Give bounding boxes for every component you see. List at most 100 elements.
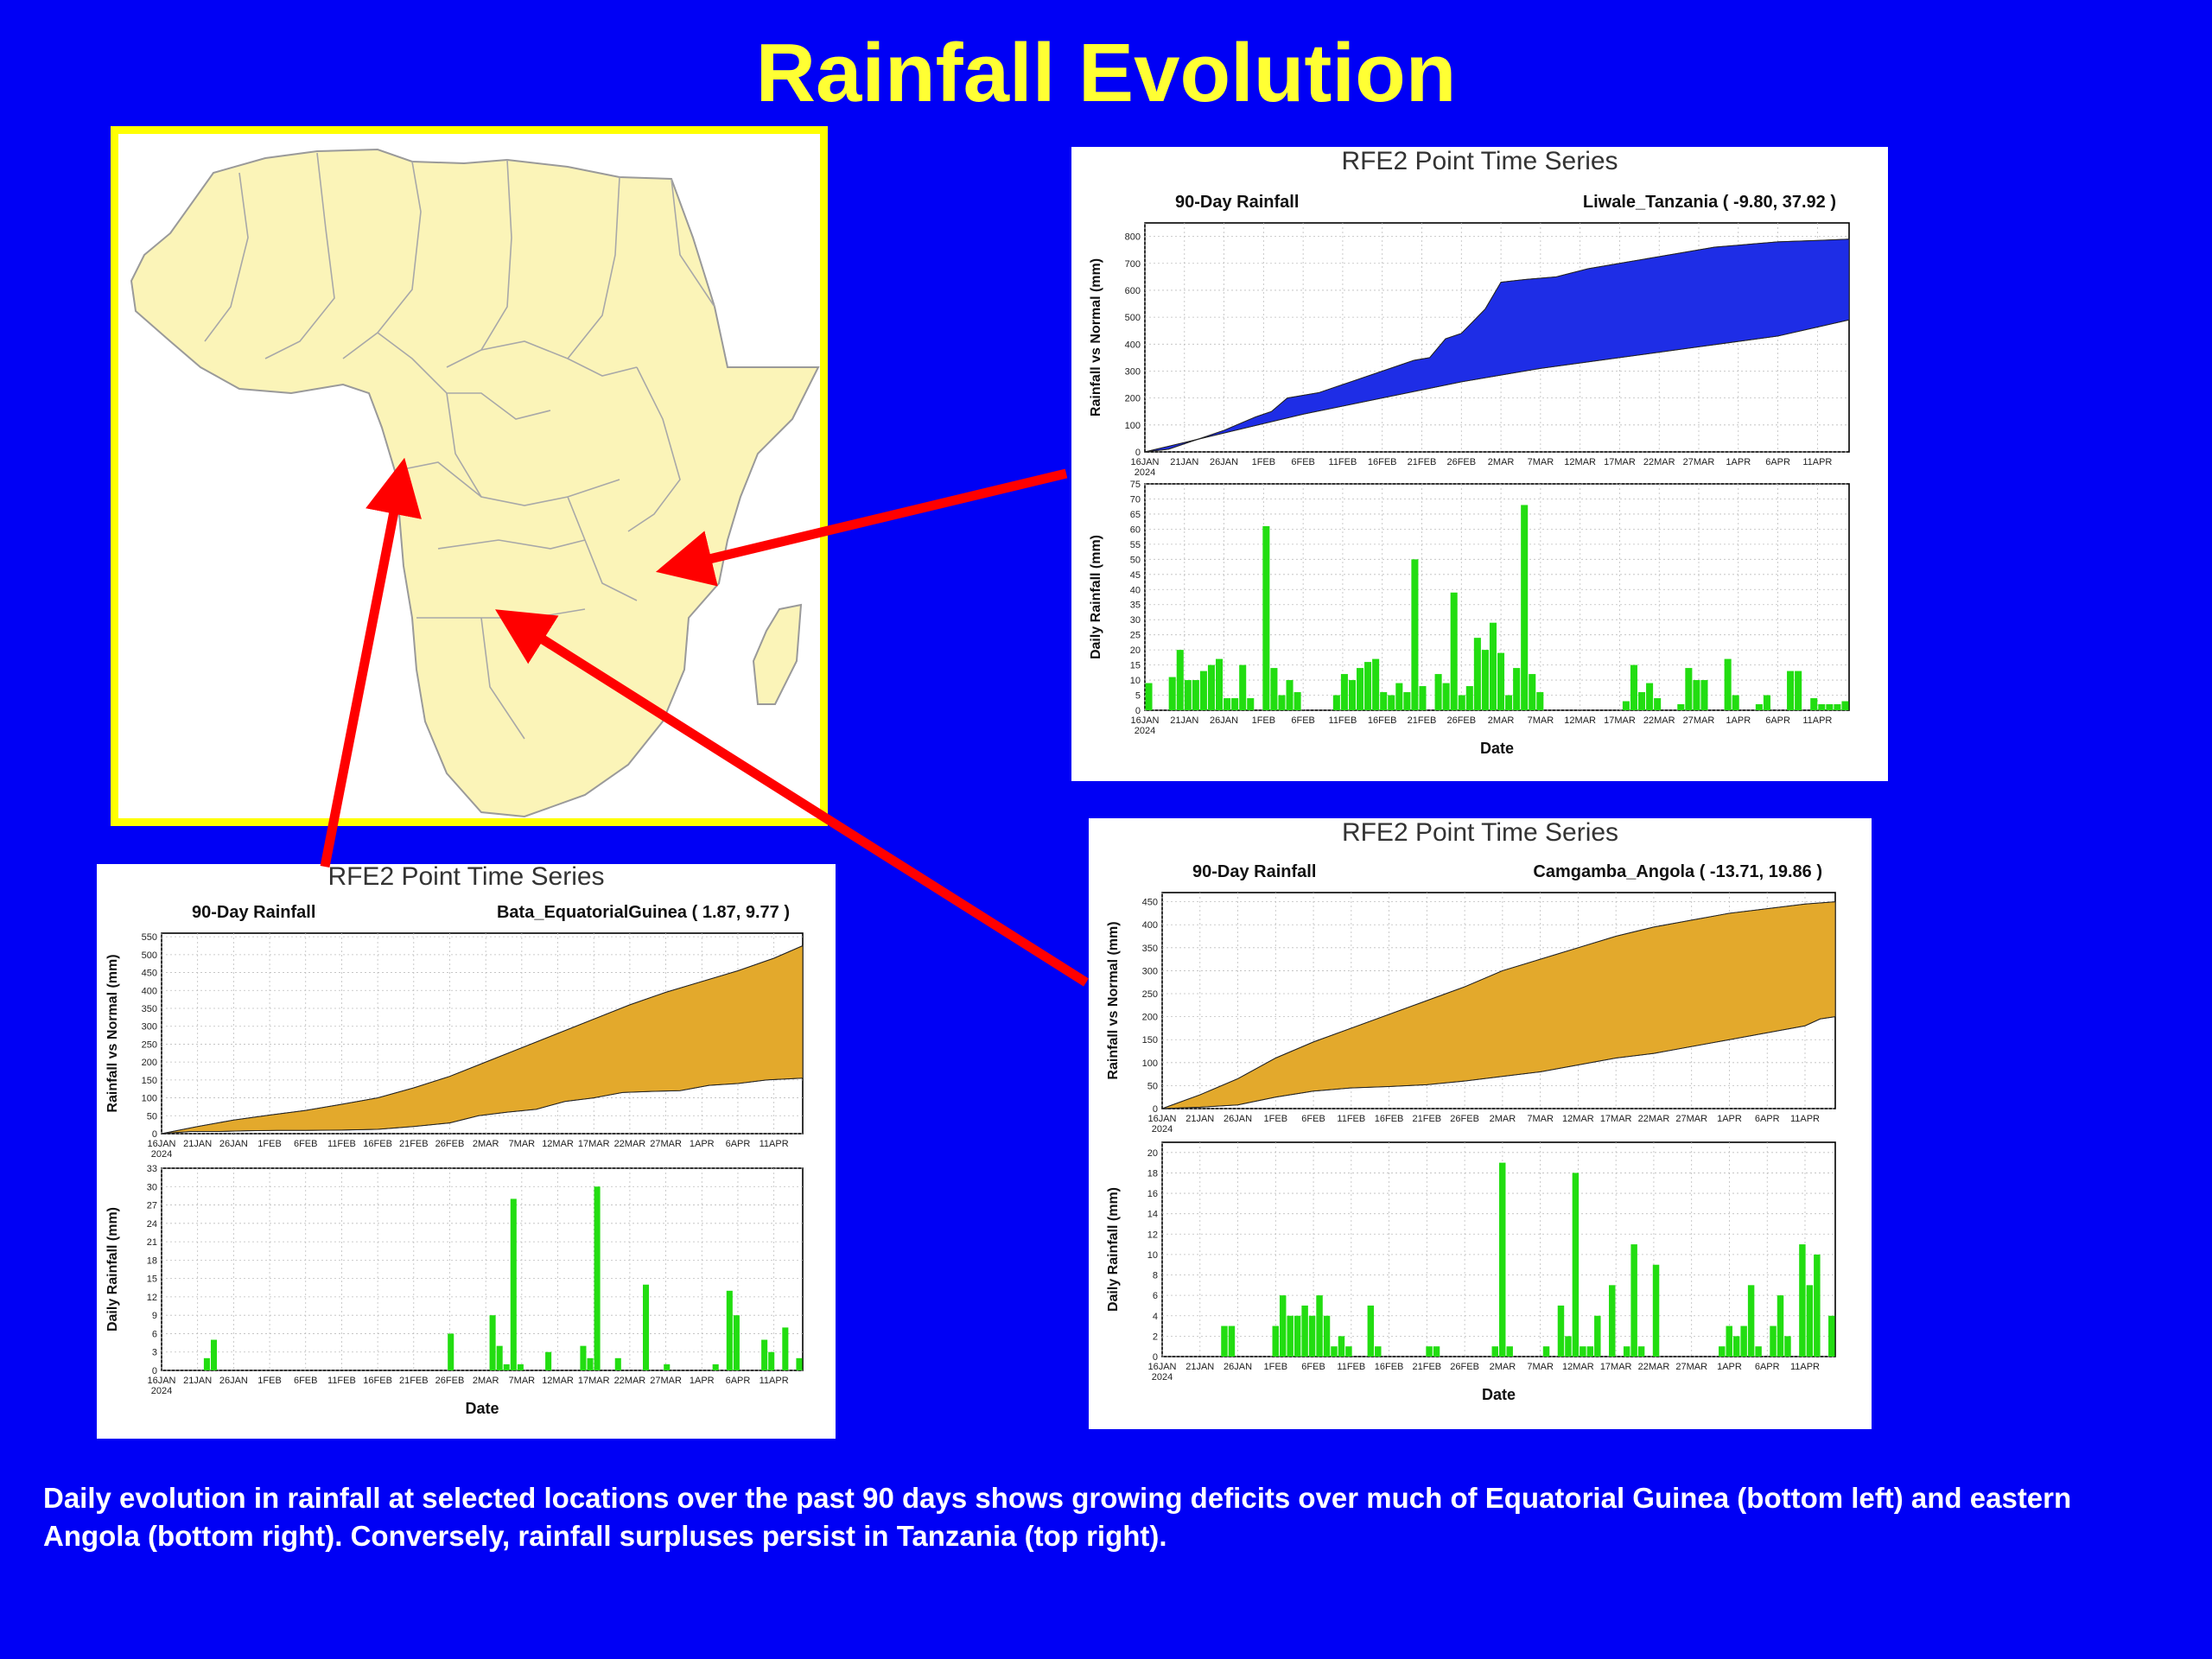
daily-bar (448, 1333, 454, 1370)
y-tick-label: 0 (1153, 1352, 1158, 1363)
x-tick-label: 21JAN (1185, 1114, 1214, 1124)
y-tick-label: 100 (142, 1094, 157, 1104)
daily-bar (1799, 1244, 1806, 1357)
daily-bar (1364, 662, 1372, 710)
x-tick-label: 27MAR (650, 1376, 682, 1386)
daily-bar (1270, 668, 1278, 710)
x-tick-label: 1FEB (1264, 1362, 1288, 1372)
y-tick-label: 450 (142, 969, 157, 979)
x-tick-label: 2MAR (1490, 1362, 1516, 1372)
y-tick-label: 50 (1147, 1081, 1158, 1091)
y-tick-label: 300 (1125, 366, 1141, 377)
x-tick-label: 11FEB (327, 1139, 356, 1149)
x-tick-label: 26FEB (435, 1376, 465, 1386)
daily-bar (1499, 1162, 1506, 1357)
daily-bar (761, 1339, 768, 1370)
y-tick-label: 100 (1125, 421, 1141, 431)
daily-bar (1367, 1305, 1375, 1357)
daily-bar (210, 1339, 218, 1370)
daily-bar (1594, 1315, 1601, 1357)
x-tick-label: 6APR (726, 1139, 751, 1149)
daily-bar (1380, 692, 1388, 710)
daily-bar (796, 1357, 803, 1370)
daily-bar (1239, 664, 1247, 710)
x-tick-label: 6APR (1755, 1362, 1780, 1372)
x-tick-label: 7MAR (1527, 1362, 1554, 1372)
daily-bar (1301, 1305, 1308, 1357)
x-tick-label: 27MAR (1675, 1362, 1707, 1372)
x-tick-label: 2024 (1135, 726, 1155, 736)
daily-bar (1693, 680, 1700, 710)
daily-bar (203, 1357, 210, 1370)
x-tick-label: 11FEB (1337, 1362, 1365, 1372)
x-tick-label: 21FEB (1408, 715, 1437, 726)
daily-bar (1345, 1346, 1352, 1357)
daily-bar (1395, 683, 1403, 710)
y-tick-label: 350 (142, 1004, 157, 1014)
actual-line (1161, 1016, 1836, 1109)
daily-bar (1747, 1285, 1755, 1357)
africa-landmass (130, 148, 820, 818)
daily-bar (1497, 652, 1505, 710)
daily-bar (1787, 671, 1795, 710)
x-tick-label: 2024 (151, 1386, 172, 1396)
x-tick-label: 21JAN (1185, 1362, 1214, 1372)
y-tick-label: 400 (1142, 920, 1158, 931)
x-tick-label: 11FEB (327, 1376, 356, 1386)
x-tick-label: 6FEB (1291, 715, 1315, 726)
y-tick-label: 100 (1142, 1058, 1158, 1069)
chart-panel-equatorial-guinea: RFE2 Point Time Series 90-Day Rainfall Bat… (97, 864, 836, 1439)
y-tick-label: 40 (1130, 585, 1141, 595)
daily-bar (664, 1363, 671, 1370)
x-tick-label: 12MAR (542, 1376, 574, 1386)
y-tick-label: 250 (142, 1039, 157, 1050)
y-tick-label: 500 (142, 950, 157, 961)
madagascar (752, 603, 803, 705)
y-tick-label: 6 (152, 1329, 157, 1339)
x-tick-label: 21JAN (1170, 457, 1198, 467)
daily-bar (1586, 1346, 1594, 1357)
x-tick-label: 7MAR (1528, 457, 1554, 467)
daily-bar (1755, 704, 1763, 710)
daily-bar (1388, 695, 1395, 710)
x-tick-label: 16JAN (1147, 1362, 1176, 1372)
daily-bar (1433, 1346, 1440, 1357)
y-tick-label: 16 (1147, 1189, 1158, 1199)
y-tick-label: 15 (1130, 661, 1141, 671)
x-tick-label: 16JAN (1147, 1114, 1176, 1124)
daily-bar (1542, 1346, 1550, 1357)
daily-bar (594, 1186, 601, 1370)
daily-bar (1828, 1315, 1835, 1357)
daily-bar (1646, 683, 1654, 710)
x-tick-label: 6APR (1765, 457, 1790, 467)
y-tick-label: 300 (142, 1022, 157, 1033)
daily-bar (1262, 525, 1270, 710)
x-tick-label: 12MAR (1562, 1362, 1594, 1372)
x-tick-label: 11APR (1790, 1362, 1820, 1372)
daily-bar (1572, 1173, 1580, 1357)
daily-bar (1145, 683, 1153, 710)
daily-bar (768, 1351, 775, 1370)
daily-bar (1637, 1346, 1645, 1357)
daily-bar (489, 1315, 496, 1370)
y-tick-label: 60 (1130, 524, 1141, 535)
x-tick-label: 21FEB (399, 1376, 429, 1386)
daily-bar (1700, 680, 1708, 710)
daily-bar (1726, 1325, 1732, 1357)
daily-bar (614, 1357, 621, 1370)
normal-line (1144, 319, 1850, 453)
x-tick-label: 6APR (726, 1376, 751, 1386)
daily-bar (1609, 1285, 1616, 1357)
x-tick-label: 2024 (1152, 1124, 1173, 1135)
x-tick-label: 21FEB (399, 1139, 429, 1149)
chart-panel-tanzania: RFE2 Point Time Series 90-Day Rainfall Liw… (1071, 147, 1888, 781)
x-tick-label: 27MAR (1675, 1114, 1707, 1124)
y-tick-label: 14 (1147, 1210, 1158, 1220)
x-tick-label: 17MAR (1600, 1362, 1632, 1372)
y-tick-label: 300 (1142, 966, 1158, 976)
y-tick-label: 15 (147, 1274, 157, 1285)
daily-bar (1763, 695, 1770, 710)
y-tick-label: 20 (1147, 1148, 1158, 1159)
daily-bar (1580, 1346, 1586, 1357)
y-tick-label: 12 (1147, 1230, 1158, 1240)
